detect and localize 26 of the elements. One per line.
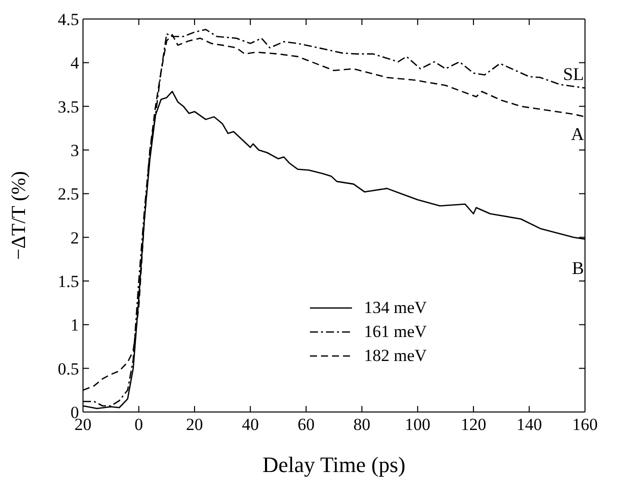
- y-tick-label: 2.5: [58, 184, 79, 204]
- x-tick-label: 80: [353, 415, 370, 434]
- annotation: A: [571, 124, 584, 145]
- x-tick-label: 0: [134, 415, 144, 434]
- legend-label: 182 meV: [364, 346, 427, 366]
- y-axis-title: −ΔT/T (%): [8, 171, 30, 260]
- y-tick-label: 0.5: [58, 359, 79, 378]
- x-tick-label: 40: [242, 415, 259, 434]
- x-tick-label: 120: [460, 415, 486, 434]
- y-tick-label: 1: [70, 316, 79, 335]
- y-tick-label: 4: [70, 54, 80, 73]
- x-axis-title: Delay Time (ps): [262, 452, 406, 477]
- x-tick-label: 140: [516, 415, 542, 434]
- legend-label: 134 meV: [364, 298, 427, 318]
- x-tick-label: 20: [186, 415, 204, 434]
- annotation: SL: [562, 64, 584, 85]
- y-tick-label: 3: [70, 141, 79, 160]
- y-tick-label: 1.5: [58, 272, 79, 292]
- x-tick-label: 160: [572, 415, 598, 434]
- annotation: B: [572, 258, 584, 279]
- y-tick-label: 3.5: [58, 97, 79, 116]
- y-tick-label: 2: [70, 228, 79, 248]
- x-tick-label: 60: [298, 415, 315, 434]
- x-tick-label: 100: [404, 415, 430, 434]
- legend-label: 161 meV: [364, 322, 427, 342]
- y-tick-label: 4.5: [58, 10, 79, 30]
